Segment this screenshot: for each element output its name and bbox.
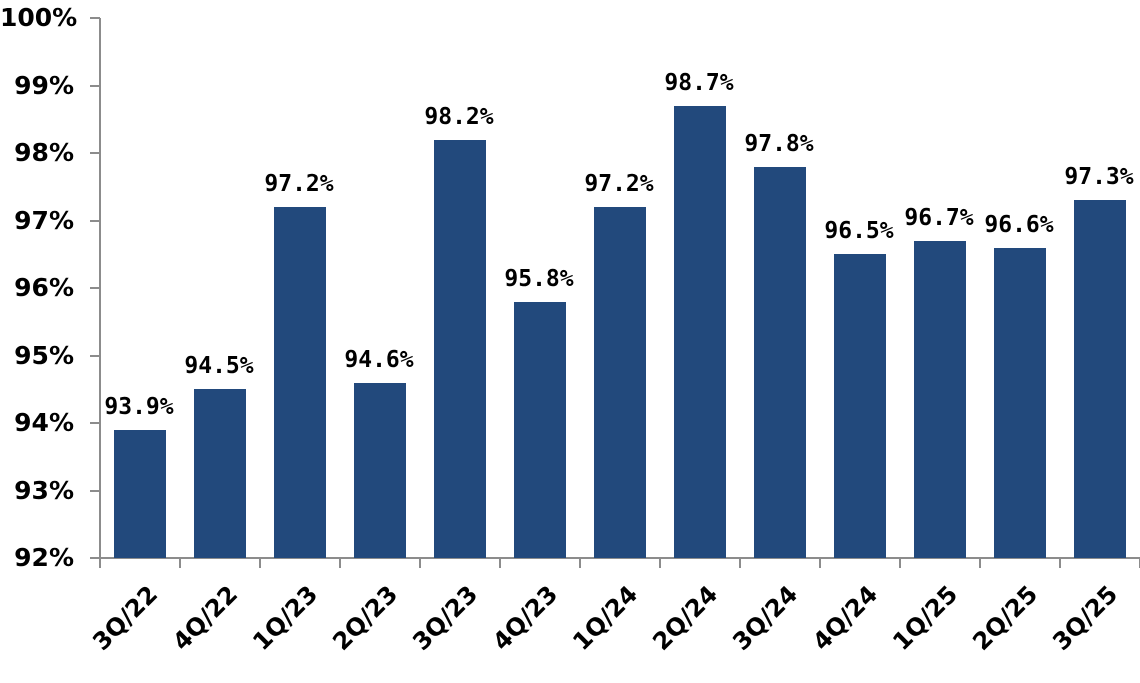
bar-3Q-22: [114, 429, 166, 558]
value-label: 96.7%: [904, 204, 974, 231]
value-label: 96.6%: [984, 211, 1054, 238]
x-tick-label: 1Q/25: [887, 580, 964, 656]
y-tick-mark: [90, 422, 100, 424]
x-tick-mark: [659, 558, 661, 568]
y-tick-label: 92%: [14, 543, 74, 572]
y-tick-mark: [90, 17, 100, 19]
value-label: 93.9%: [104, 393, 174, 420]
x-tick-label: 2Q/25: [967, 580, 1044, 656]
x-axis-line: [99, 557, 1140, 559]
x-tick-mark: [979, 558, 981, 568]
y-tick-label: 93%: [14, 475, 74, 505]
bar-4Q-22: [194, 389, 246, 558]
y-tick-label: 100%: [0, 3, 78, 32]
x-tick-mark: [1059, 558, 1061, 568]
x-tick-mark: [179, 558, 181, 568]
value-label: 97.8%: [744, 130, 814, 157]
y-tick-mark: [90, 489, 100, 492]
x-tick-label: 1Q/24: [567, 580, 644, 656]
y-tick-mark: [90, 557, 100, 559]
bar-2Q-25: [994, 247, 1046, 558]
y-tick-label: 94%: [14, 408, 74, 437]
bar-4Q-23: [514, 301, 566, 558]
x-tick-label: 2Q/24: [647, 580, 724, 656]
x-tick-label: 3Q/23: [407, 580, 484, 656]
bar-1Q-24: [594, 207, 646, 558]
y-tick-label: 98%: [14, 138, 74, 167]
x-tick-label: 4Q/24: [807, 580, 884, 656]
value-label: 97.2%: [264, 171, 334, 197]
bar-4Q-24: [834, 254, 886, 558]
y-axis-line: [99, 18, 101, 559]
y-tick-mark: [90, 287, 100, 289]
y-tick-mark: [90, 354, 100, 357]
bar-2Q-24: [674, 105, 726, 558]
y-tick-mark: [90, 152, 100, 154]
bar-2Q-23: [354, 382, 406, 558]
y-tick-label: 97%: [14, 205, 74, 235]
bar-3Q-25: [1074, 200, 1126, 558]
value-label: 96.5%: [824, 218, 894, 245]
value-label: 94.6%: [344, 346, 414, 373]
x-tick-mark: [819, 558, 821, 568]
x-tick-label: 4Q/23: [487, 580, 564, 656]
x-tick-mark: [339, 558, 341, 568]
bar-1Q-23: [274, 207, 326, 558]
value-label: 97.2%: [584, 171, 654, 197]
x-tick-label: 3Q/22: [87, 580, 164, 656]
bar-3Q-24: [754, 166, 806, 558]
x-tick-mark: [499, 558, 501, 568]
x-tick-mark: [259, 558, 261, 568]
x-tick-label: 3Q/25: [1047, 580, 1124, 656]
x-tick-mark: [99, 558, 101, 568]
y-tick-label: 96%: [14, 273, 74, 302]
x-tick-mark: [739, 558, 741, 568]
bar-3Q-23: [434, 139, 486, 558]
value-label: 94.5%: [184, 353, 254, 380]
value-label: 97.3%: [1064, 164, 1134, 191]
x-tick-label: 2Q/23: [327, 580, 404, 656]
value-label: 98.2%: [424, 103, 494, 130]
x-tick-label: 1Q/23: [247, 580, 324, 656]
value-label: 95.8%: [504, 265, 574, 292]
y-tick-label: 99%: [14, 70, 74, 100]
x-tick-label: 4Q/22: [167, 580, 244, 656]
y-tick-label: 95%: [14, 340, 74, 370]
value-label: 98.7%: [664, 69, 734, 96]
y-tick-mark: [90, 219, 100, 222]
x-tick-mark: [579, 558, 581, 568]
x-tick-mark: [419, 558, 421, 568]
bar-1Q-25: [914, 240, 966, 558]
x-tick-mark: [899, 558, 901, 568]
y-tick-mark: [90, 84, 100, 87]
x-tick-label: 3Q/24: [727, 580, 804, 656]
